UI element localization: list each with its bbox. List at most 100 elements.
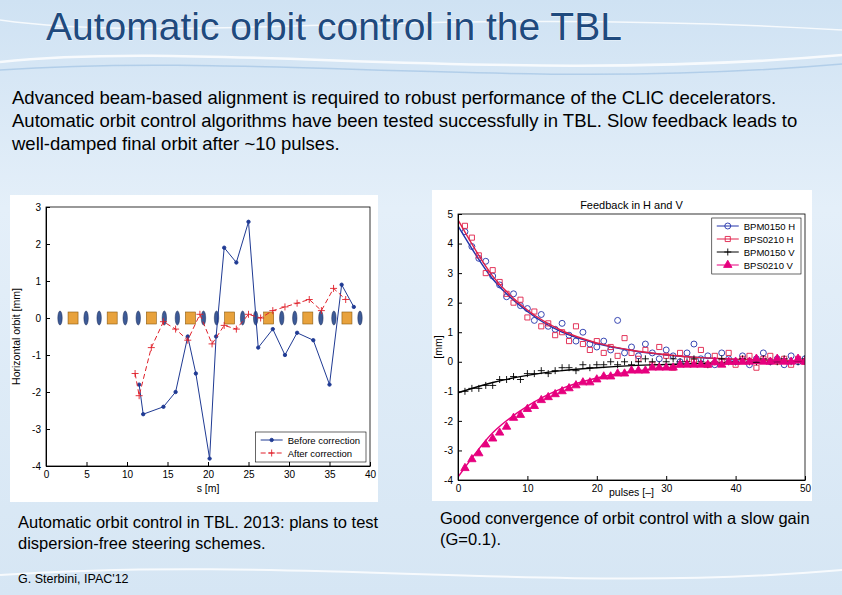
fit-line: [458, 226, 805, 361]
marker: [352, 305, 355, 308]
tick-label: 20: [592, 483, 604, 494]
tick-mark: [527, 476, 528, 480]
tick-mark: [736, 476, 737, 480]
beamline-element: [358, 311, 362, 325]
marker: [330, 285, 337, 292]
body-text: Advanced beam-based alignment is require…: [12, 86, 812, 155]
tick: -2: [32, 387, 50, 398]
tick-label: 10: [522, 483, 534, 494]
marker: [559, 364, 566, 371]
marker: [545, 370, 552, 377]
y-axis-title: [mm]: [432, 335, 444, 358]
plot-frame: [46, 207, 370, 466]
marker: [342, 296, 349, 303]
marker: [615, 353, 620, 358]
tick-label: 10: [122, 469, 134, 480]
tick: -4: [32, 461, 50, 472]
marker: [594, 339, 599, 344]
tick-label: -3: [444, 445, 453, 456]
marker: [711, 357, 719, 364]
tick: -1: [32, 350, 50, 361]
tick-mark: [597, 476, 598, 480]
beamline-element: [68, 312, 78, 324]
marker: [209, 340, 216, 347]
tick-label: 2: [35, 239, 41, 250]
tick-mark: [458, 273, 462, 274]
tick: 1: [35, 276, 50, 287]
beamline-element: [58, 311, 62, 325]
marker: [475, 449, 483, 456]
marker: [490, 268, 495, 273]
marker: [483, 271, 488, 276]
beamline-element: [332, 311, 336, 325]
tick: 20: [592, 476, 604, 494]
marker: [518, 297, 523, 302]
marker: [281, 303, 288, 310]
marker: [801, 357, 805, 364]
marker: [233, 326, 240, 333]
tick-label: 3: [447, 268, 453, 279]
marker: [566, 364, 573, 371]
tick-label: 4: [447, 238, 453, 249]
fit-line: [458, 362, 805, 392]
tick: -3: [444, 445, 462, 456]
marker: [601, 350, 606, 355]
marker: [475, 385, 482, 392]
tick-mark: [805, 476, 806, 480]
beamline-element: [293, 311, 297, 325]
marker: [607, 358, 614, 365]
beamline-element: [185, 312, 195, 324]
marker: [552, 367, 559, 374]
marker: [221, 322, 228, 329]
marker: [580, 341, 585, 346]
marker: [657, 344, 662, 349]
marker: [524, 370, 531, 377]
beamline-element: [303, 312, 313, 324]
tick: 0: [447, 356, 462, 367]
tick-mark: [46, 429, 50, 430]
tick-mark: [458, 214, 462, 215]
marker: [586, 364, 593, 371]
marker: [629, 344, 635, 350]
y-axis: -4-3-2-10123: [32, 202, 50, 472]
legend-marker: [724, 260, 732, 267]
slide-title: Automatic orbit control in the TBL: [46, 5, 622, 48]
tick-mark: [46, 281, 50, 282]
swoosh: [0, 55, 842, 66]
marker: [517, 376, 524, 383]
tick-label: 40: [731, 483, 743, 494]
beamline-element: [97, 311, 101, 325]
panel: [10, 195, 378, 502]
marker: [719, 350, 725, 356]
beamline-element: [146, 312, 156, 324]
tick-mark: [46, 355, 50, 356]
marker: [614, 361, 621, 368]
tick-label: 1: [35, 276, 41, 287]
marker: [496, 376, 503, 383]
x-axis-title: s [m]: [197, 482, 220, 494]
axis-line: [459, 480, 806, 481]
marker: [773, 354, 781, 361]
fit-line: [458, 220, 805, 361]
tick-mark: [458, 421, 462, 422]
axis-line: [458, 215, 459, 481]
tick-mark: [458, 391, 462, 392]
marker: [670, 355, 677, 362]
tick-label: 0: [447, 356, 453, 367]
marker: [559, 320, 565, 326]
tick-label: 40: [365, 469, 377, 480]
marker: [572, 367, 579, 374]
marker: [245, 311, 252, 318]
tick-mark: [87, 462, 88, 466]
marker: [497, 279, 502, 284]
marker: [511, 300, 516, 305]
marker: [306, 296, 313, 303]
tick: 40: [731, 476, 743, 494]
marker: [635, 358, 642, 365]
series-markers: [461, 354, 805, 471]
tick: 25: [243, 462, 255, 480]
tick-label: 30: [284, 469, 296, 480]
tick-mark: [458, 450, 462, 451]
marker: [601, 338, 607, 344]
marker: [579, 361, 586, 368]
